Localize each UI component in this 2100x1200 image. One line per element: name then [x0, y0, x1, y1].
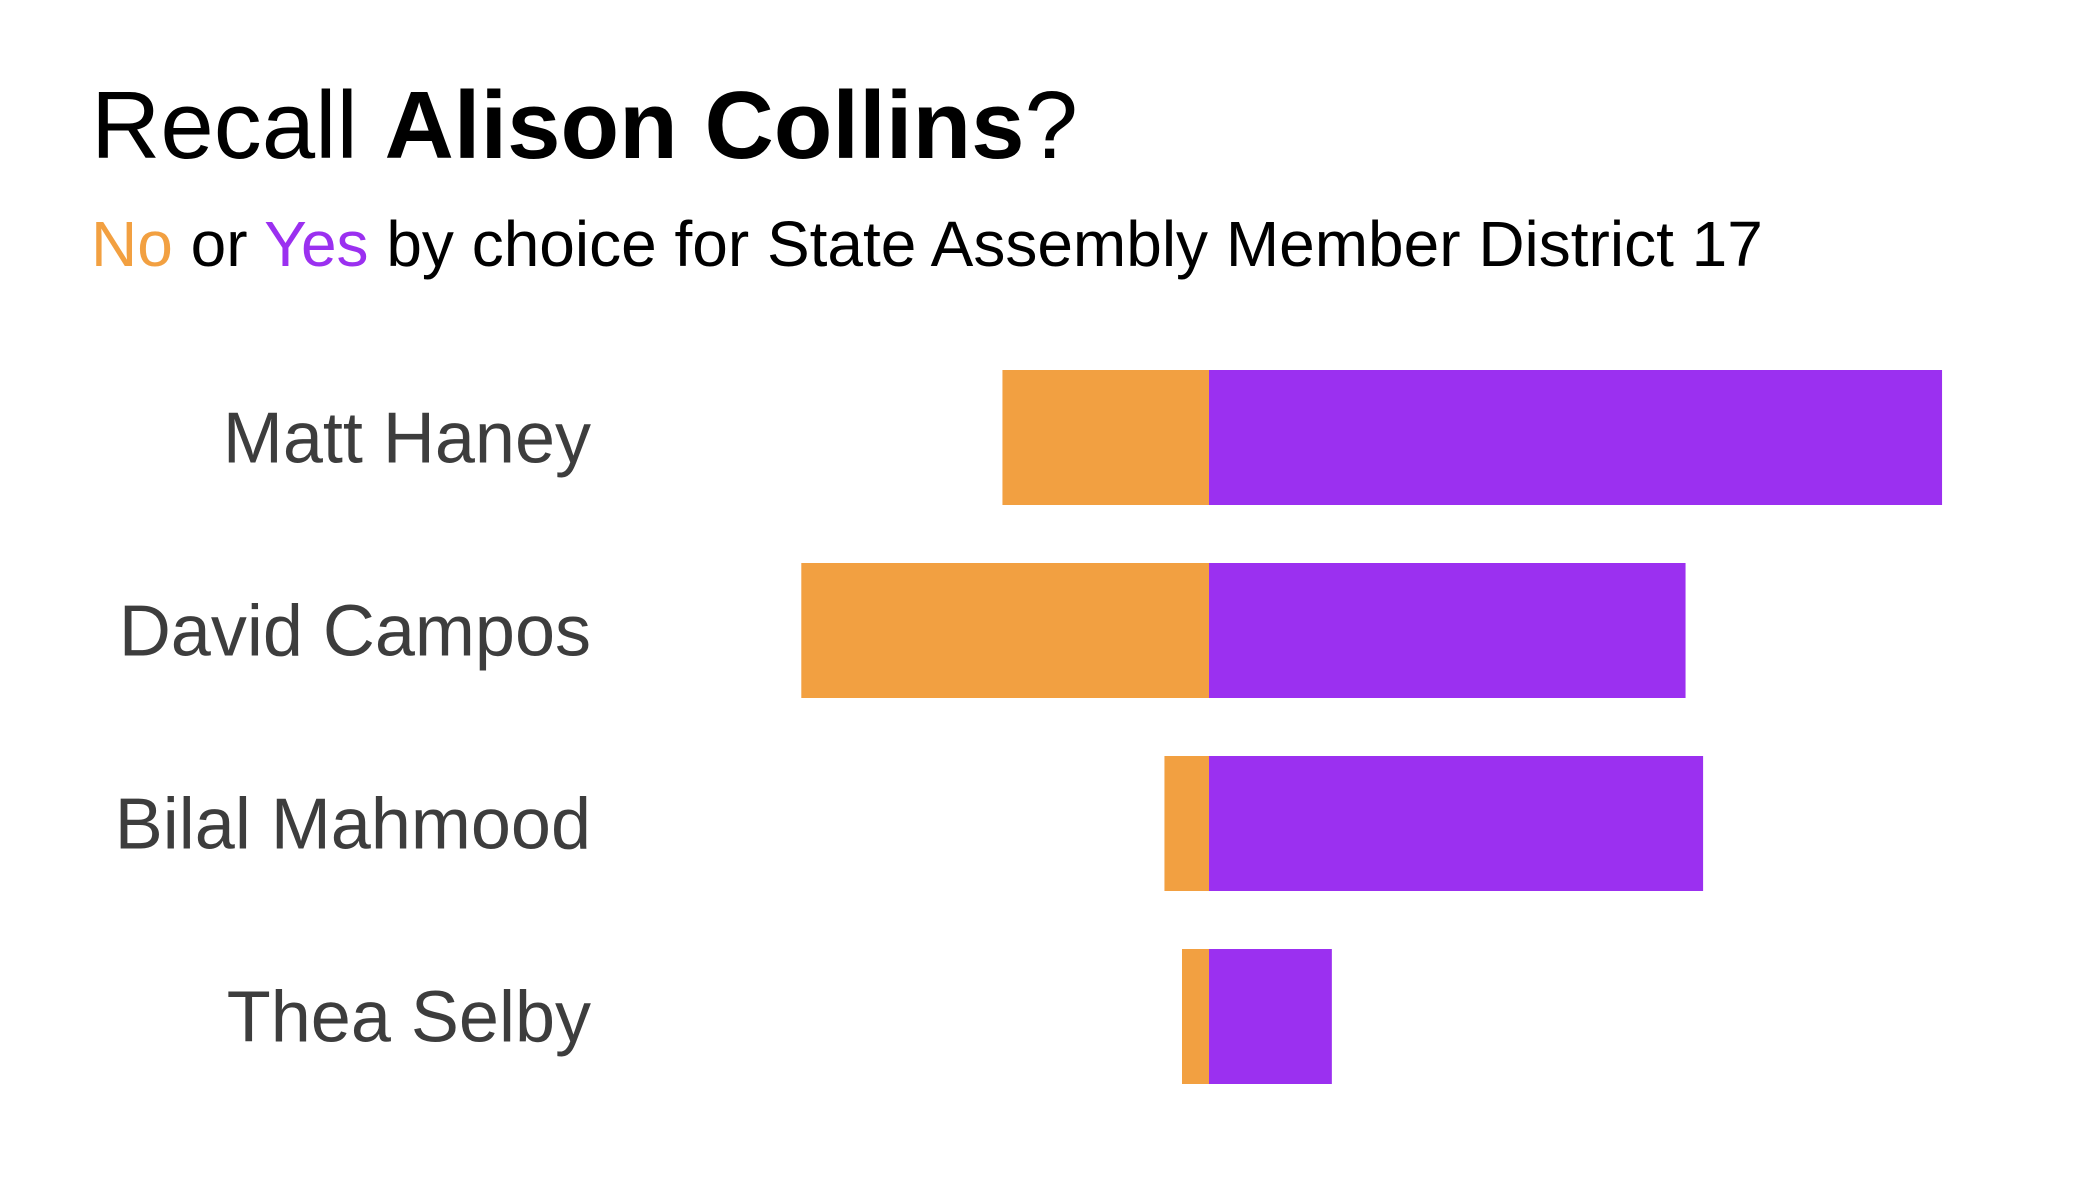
- category-label: Thea Selby: [227, 978, 591, 1058]
- chart-subtitle: No or Yes by choice for State Assembly M…: [91, 212, 1763, 276]
- category-label: David Campos: [119, 592, 591, 672]
- bar-no: [1164, 756, 1209, 891]
- title-suffix: ?: [1024, 72, 1078, 179]
- bar-yes: [1209, 949, 1332, 1084]
- bar-yes: [1209, 563, 1686, 698]
- title-name: Alison Collins: [384, 72, 1025, 179]
- bar-no: [1002, 370, 1209, 505]
- chart-title: Recall Alison Collins?: [91, 78, 1078, 174]
- legend-yes-label: Yes: [264, 208, 369, 280]
- title-prefix: Recall: [91, 72, 385, 179]
- bar-yes: [1209, 370, 1943, 505]
- subtitle-connector: or: [172, 208, 265, 280]
- bar-no: [801, 563, 1209, 698]
- bar-no: [1182, 949, 1209, 1084]
- legend-no-label: No: [91, 208, 173, 280]
- subtitle-rest: by choice for State Assembly Member Dist…: [368, 208, 1763, 280]
- bar-yes: [1209, 756, 1704, 891]
- category-label: Bilal Mahmood: [115, 785, 591, 865]
- category-label: Matt Haney: [223, 399, 591, 479]
